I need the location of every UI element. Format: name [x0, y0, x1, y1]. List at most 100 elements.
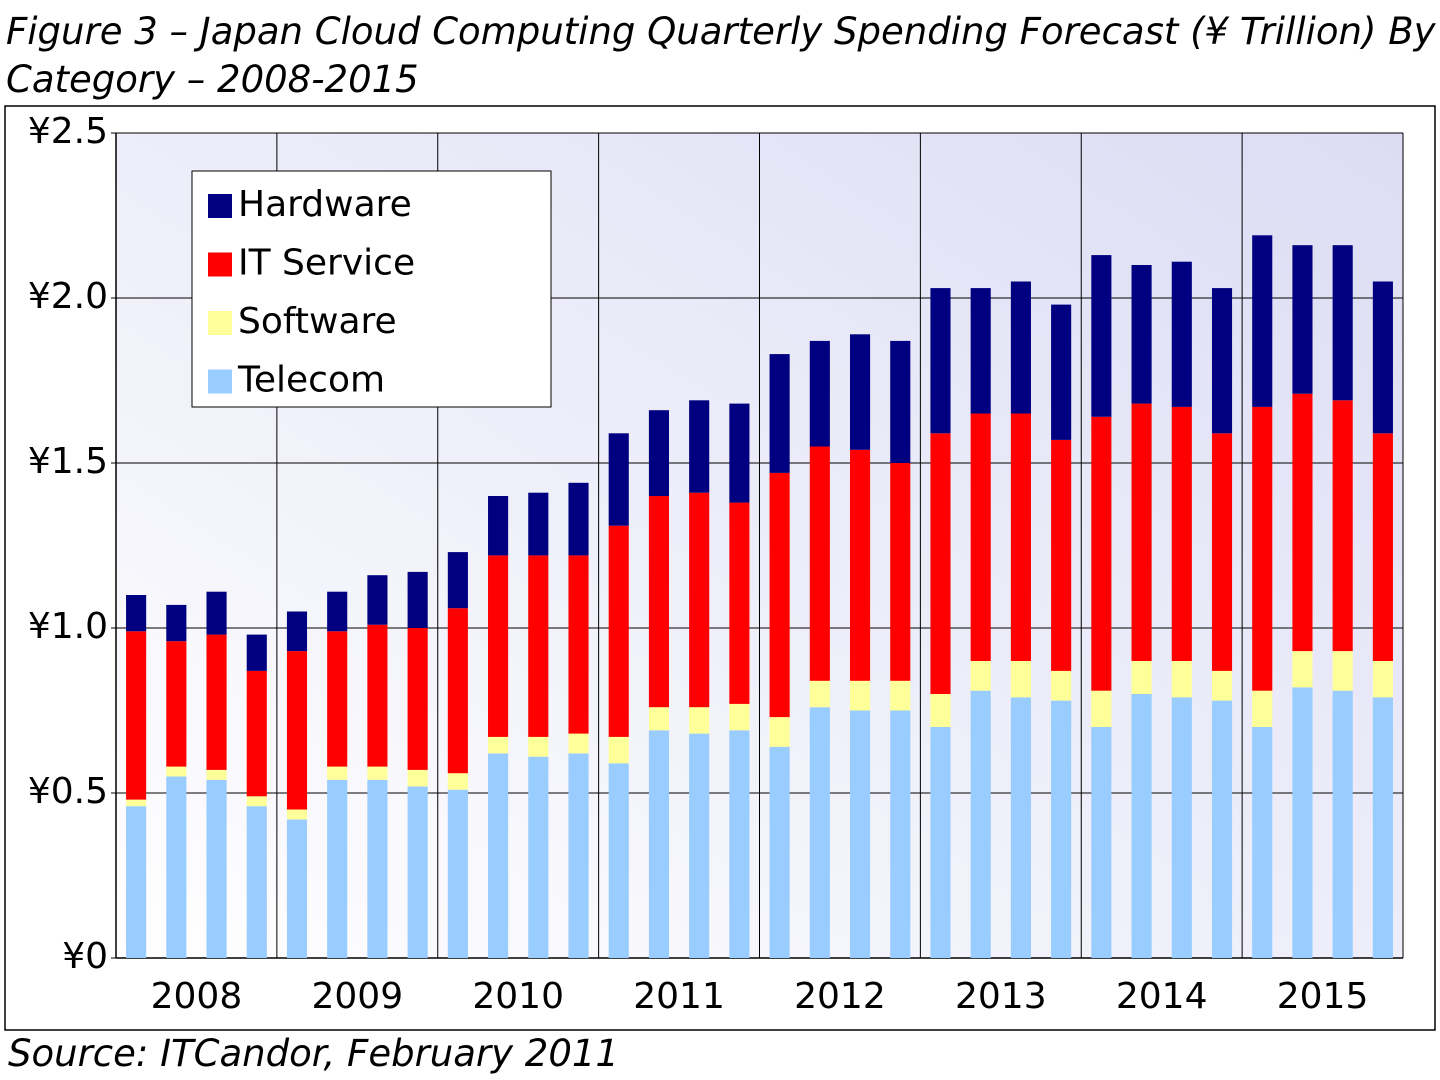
bar-segment [849, 449, 871, 681]
bar-segment [488, 496, 509, 556]
bar-segment [126, 631, 147, 800]
x-tick-label: 2010 [472, 976, 564, 1017]
chart-title: Figure 3 – Japan Cloud Computing Quarter… [6, 10, 1436, 101]
bar-segment [1332, 245, 1353, 401]
bar-segment [1091, 727, 1112, 958]
legend-swatch [208, 311, 232, 335]
legend-label: IT Service [238, 243, 415, 284]
bar-segment [769, 717, 790, 747]
bar-segment [689, 400, 710, 493]
bar-segment [367, 624, 388, 767]
bar-segment [367, 575, 388, 625]
bar-segment [608, 433, 629, 526]
bar-segment [1051, 439, 1072, 671]
bar-segment [1010, 661, 1031, 698]
bar-segment [1252, 690, 1273, 727]
bar-segment [729, 730, 750, 958]
bar-segment [206, 591, 227, 635]
bar-segment [648, 496, 670, 708]
bar-segment [367, 766, 388, 780]
bar-segment [849, 334, 871, 450]
bar-segment [930, 288, 951, 434]
legend-label: Hardware [238, 184, 412, 225]
x-tick-label: 2011 [633, 976, 725, 1017]
source-note: Source: ITCandor, February 2011 [8, 1032, 619, 1075]
bar-segment [1292, 687, 1313, 958]
x-tick-label: 2013 [955, 976, 1047, 1017]
bar-segment [206, 779, 227, 958]
bar-segment [809, 446, 830, 681]
bar-segment [246, 670, 267, 797]
bar-segment [729, 703, 750, 731]
bar-segment [528, 736, 549, 757]
bar-segment [648, 410, 670, 496]
bar-segment [126, 806, 147, 958]
bar-segment [488, 555, 509, 737]
bar-segment [1051, 304, 1072, 440]
bar-segment [970, 413, 991, 661]
bar-segment [1131, 661, 1152, 694]
x-tick-label: 2014 [1116, 976, 1208, 1017]
bar-segment [1372, 697, 1393, 958]
bar-segment [1252, 235, 1273, 407]
bar-segment [769, 472, 790, 718]
bar-segment [689, 733, 710, 958]
bar-segment [568, 482, 589, 556]
bar-segment [1211, 700, 1233, 958]
bar-segment [126, 595, 147, 632]
bar-segment [970, 690, 991, 958]
bar-segment [970, 288, 991, 414]
bar-segment [246, 796, 267, 807]
bar-segment [327, 591, 348, 632]
bar-segment [447, 773, 468, 790]
bar-segment [890, 680, 911, 711]
legend-swatch [208, 194, 232, 218]
bar-segment [1091, 255, 1112, 417]
bar-segment [447, 789, 468, 958]
legend-swatch [208, 252, 232, 277]
bar-segment [447, 552, 468, 609]
bar-segment [488, 753, 509, 958]
bar-segment [528, 756, 549, 958]
bar-segment [568, 733, 589, 754]
bar-segment [407, 786, 428, 958]
bar-segment [809, 340, 830, 447]
bar-segment [648, 730, 670, 958]
bar-segment [930, 433, 951, 694]
bar-segment [286, 809, 308, 820]
bar-segment [648, 707, 670, 731]
bar-segment [367, 779, 388, 958]
y-tick-label: ¥2.0 [28, 276, 108, 317]
bar-segment [286, 611, 308, 652]
bar-segment [890, 340, 911, 463]
bar-segment [528, 492, 549, 556]
bar-segment [1292, 651, 1313, 688]
y-tick-label: ¥1.5 [28, 441, 108, 482]
bar-segment [1171, 406, 1192, 661]
bar-segment [166, 776, 187, 958]
bar-segment [1131, 403, 1152, 661]
bar-segment [286, 651, 308, 810]
bar-segment [1332, 651, 1353, 691]
x-tick-label: 2008 [151, 976, 243, 1017]
bar-segment [970, 661, 991, 691]
bar-segment [1171, 261, 1192, 407]
bar-segment [930, 694, 951, 727]
bar-segment [1292, 245, 1313, 394]
bar-segment [447, 608, 468, 774]
bar-segment [608, 525, 629, 737]
bar-segment [1171, 697, 1192, 958]
bar-segment [407, 769, 428, 787]
bar-segment [769, 746, 790, 958]
bar-segment [528, 555, 549, 737]
y-tick-label: ¥1.0 [28, 606, 108, 647]
bar-segment [327, 766, 348, 780]
bar-segment [890, 463, 911, 681]
bar-segment [327, 779, 348, 958]
bar-segment [689, 707, 710, 734]
bar-segment [1332, 400, 1353, 652]
bar-segment [1010, 281, 1031, 414]
bar-segment [930, 727, 951, 958]
bar-segment [1010, 697, 1031, 958]
